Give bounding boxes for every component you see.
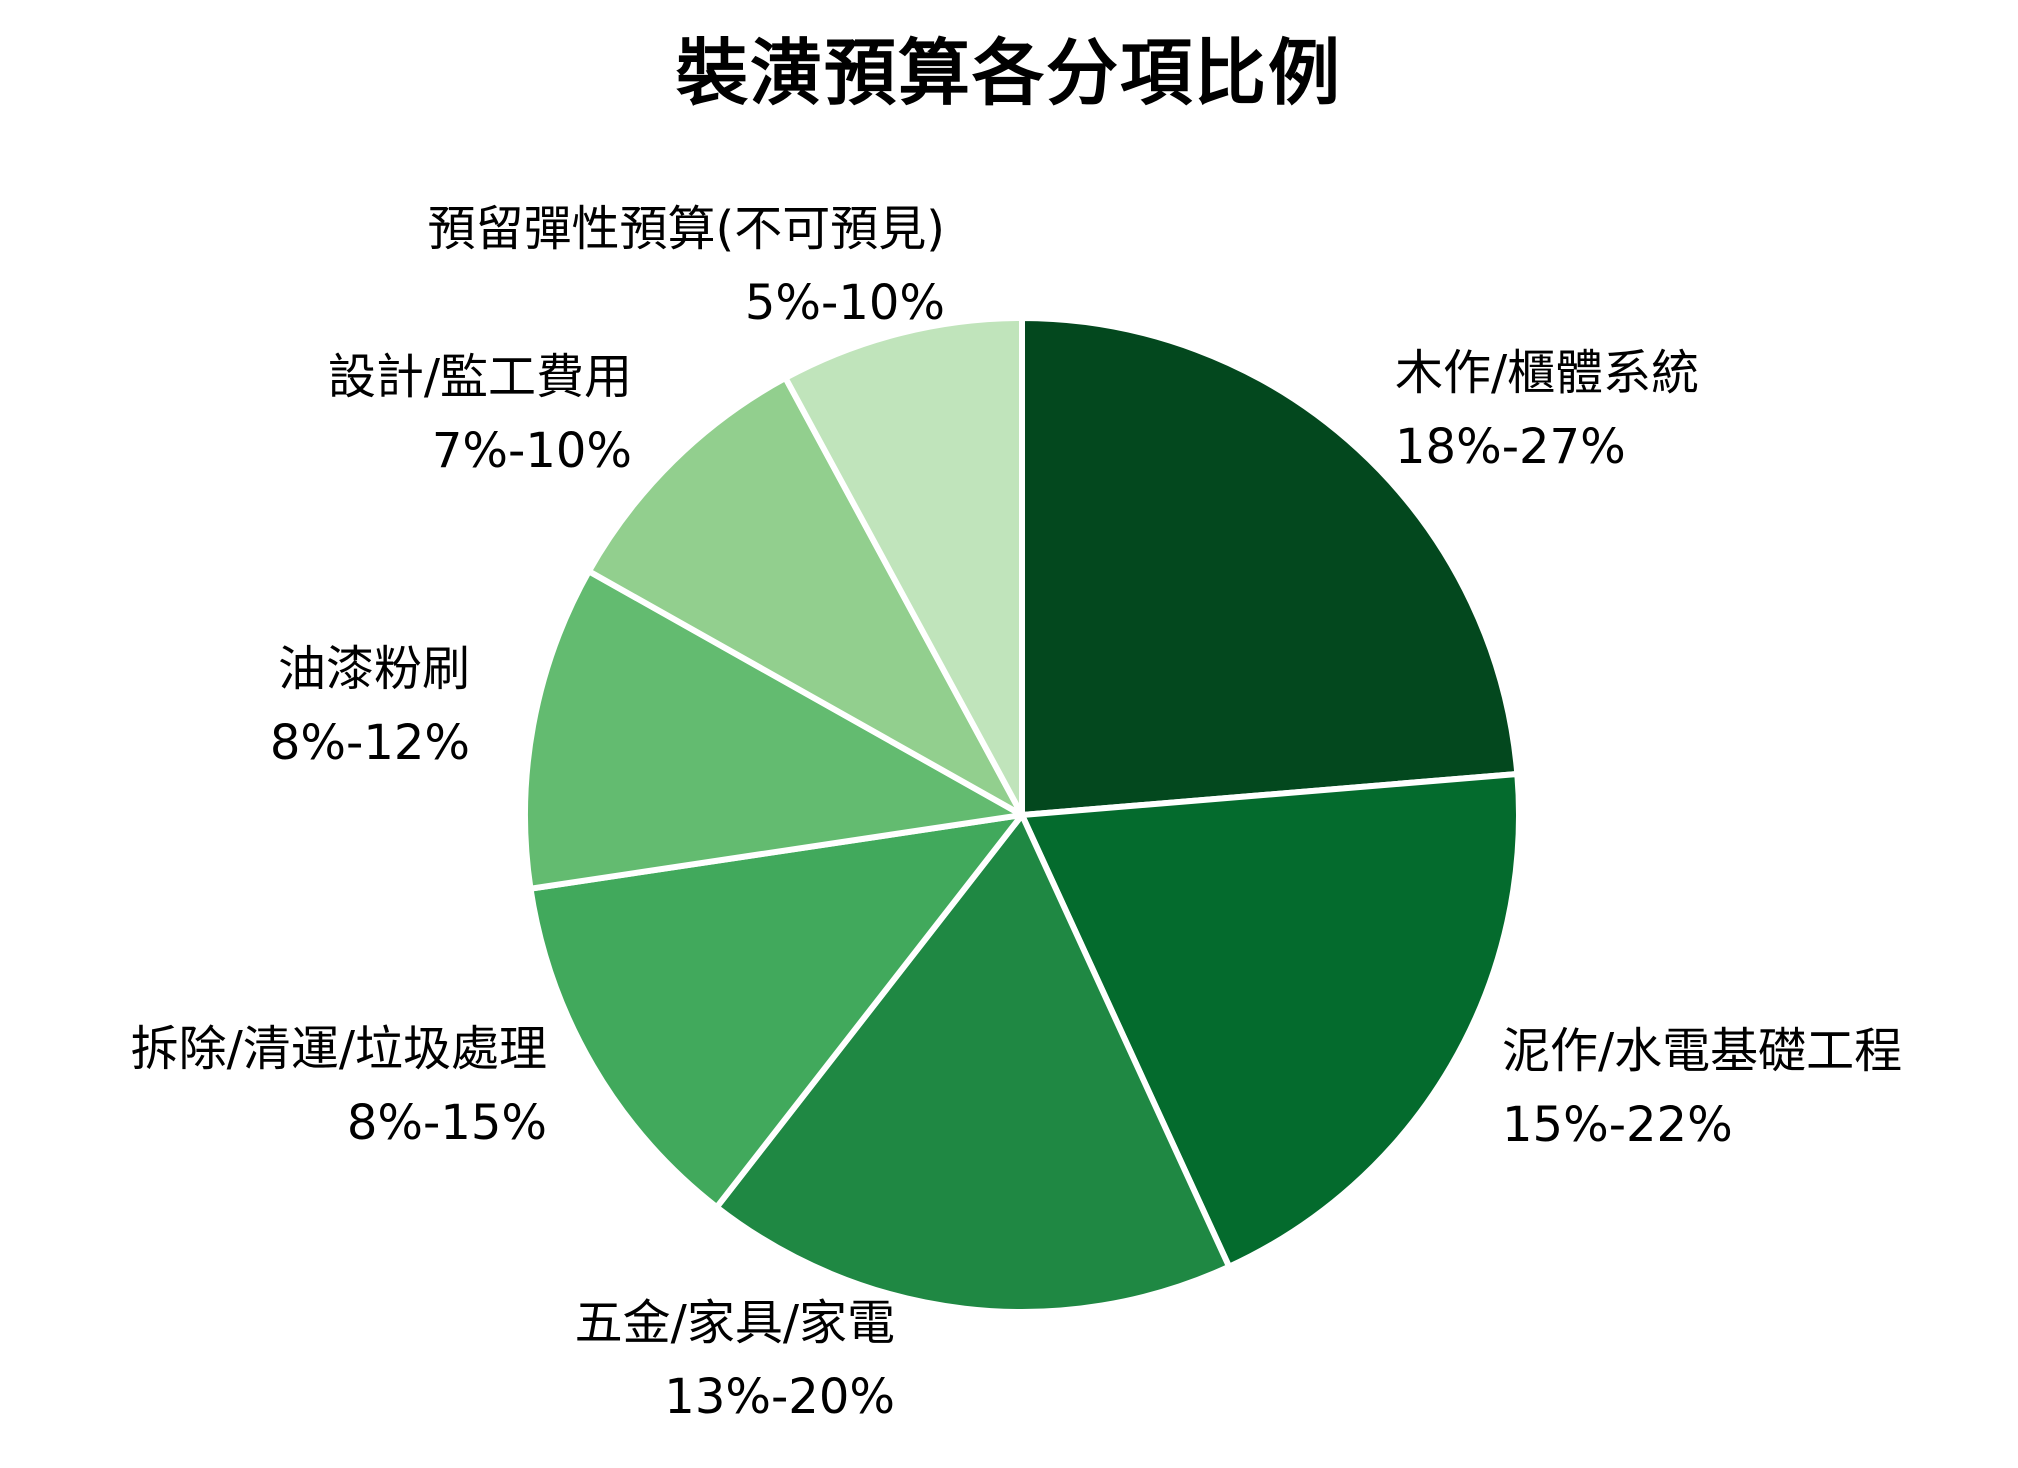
pie-slice-3 xyxy=(713,812,1233,1315)
label-design-supervision-fee: 設計/監工費用 7%-10% xyxy=(328,340,632,489)
label-painting: 油漆粉刷 8%-12% xyxy=(270,632,470,781)
slice-range-text: 8%-12% xyxy=(269,715,470,772)
slice-label-text: 油漆粉刷 xyxy=(277,641,470,697)
label-contingency-reserve: 預留彈性預算(不可預見) 5%-10% xyxy=(428,192,945,341)
label-hardware-furniture-appliances: 五金/家具/家電 13%-20% xyxy=(575,1286,895,1435)
slice-range-text: 13%-20% xyxy=(664,1369,895,1426)
pie-slice-2 xyxy=(1019,770,1522,1270)
slice-label-text: 五金/家具/家電 xyxy=(574,1295,895,1351)
slice-range-text: 5%-10% xyxy=(744,275,945,332)
slice-label-text: 拆除/清運/垃圾處理 xyxy=(130,1021,547,1077)
label-demolition-hauling-disposal: 拆除/清運/垃圾處理 8%-15% xyxy=(131,1012,547,1161)
slice-range-text: 15%-22% xyxy=(1502,1097,1733,1154)
chart-title: 裝潢預算各分項比例 xyxy=(675,31,1342,115)
slice-label-text: 木作/櫃體系統 xyxy=(1395,345,1700,401)
slice-range-text: 18%-27% xyxy=(1395,419,1626,476)
label-carpentry-cabinetry: 木作/櫃體系統 18%-27% xyxy=(1395,336,1699,485)
pie-slice-4 xyxy=(527,812,1025,1211)
pie-slice-7 xyxy=(782,315,1025,818)
slice-range-text: 7%-10% xyxy=(431,423,632,480)
pie-chart xyxy=(521,315,1522,1315)
pie-slice-5 xyxy=(521,568,1025,892)
label-masonry-plumbing-electrical: 泥作/水電基礎工程 15%-22% xyxy=(1502,1014,1902,1163)
pie-slice-6 xyxy=(585,374,1025,818)
slice-range-text: 8%-15% xyxy=(346,1095,547,1152)
slice-label-text: 預留彈性預算(不可預見) xyxy=(427,201,945,257)
slice-label-text: 設計/監工費用 xyxy=(327,349,632,405)
pie-slice-1 xyxy=(1019,315,1521,818)
slice-label-text: 泥作/水電基礎工程 xyxy=(1502,1023,1903,1079)
